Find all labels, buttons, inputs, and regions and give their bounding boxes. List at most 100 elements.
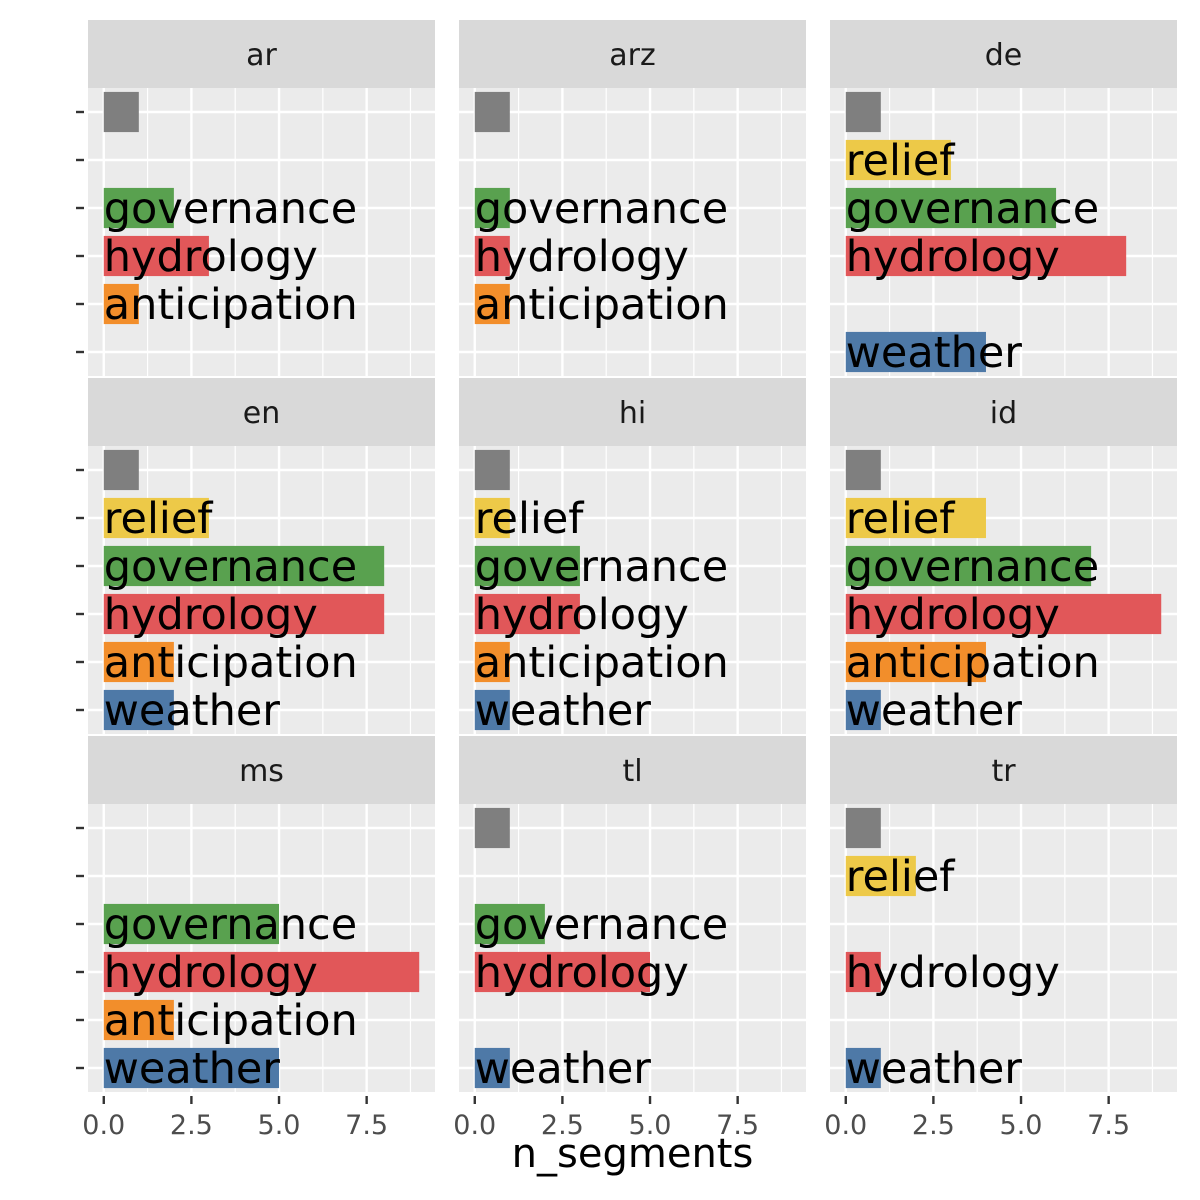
bar-label-weather: weather [475, 1044, 652, 1094]
facet-label: hi [619, 396, 646, 431]
bar-hydrology [474, 235, 510, 277]
facet-strip [88, 378, 435, 446]
panel-id: id weatheranticipationhydrologygovernance… [830, 378, 1177, 736]
bar-hydrology [103, 593, 385, 635]
bar-unlabeled [474, 449, 510, 491]
bar-governance [845, 545, 1092, 587]
bar-label-anticipation: anticipation [846, 638, 1100, 688]
facet-label: tr [991, 754, 1016, 789]
bar-label-relief: relief [846, 494, 956, 544]
bar-unlabeled [845, 807, 881, 849]
bar-label-anticipation: anticipation [104, 638, 358, 688]
facet-label: ms [239, 754, 284, 789]
facet-label: en [243, 396, 280, 431]
bar-relief [474, 497, 510, 539]
bar-weather [474, 689, 510, 731]
x-tick-label: 7.5 [345, 1110, 388, 1141]
facet-label: tl [622, 754, 642, 789]
bar-relief [845, 139, 951, 181]
bar-label-anticipation: anticipation [104, 280, 358, 330]
facet-strip [88, 20, 435, 88]
facet-strip [459, 736, 806, 804]
facet-strip [830, 378, 1177, 446]
bar-governance [103, 187, 174, 229]
bar-anticipation [103, 641, 174, 683]
x-tick-label: 0.0 [824, 1110, 867, 1141]
x-tick-label: 7.5 [1087, 1110, 1130, 1141]
panel-background [830, 88, 1177, 376]
bar-weather [103, 689, 174, 731]
bar-label-hydrology: hydrology [475, 590, 689, 640]
x-tick-label: 2.5 [912, 1110, 955, 1141]
bar-label-weather: weather [846, 686, 1023, 736]
bar-weather [845, 1047, 881, 1089]
panel-background [88, 804, 435, 1092]
bar-hydrology [474, 593, 580, 635]
bar-label-hydrology: hydrology [846, 590, 1060, 640]
bar-hydrology [845, 951, 881, 993]
bar-unlabeled [474, 91, 510, 133]
x-tick-label: 5.0 [258, 1110, 301, 1141]
bar-label-hydrology: hydrology [475, 948, 689, 998]
bar-label-governance: governance [846, 184, 1099, 234]
bar-hydrology [474, 951, 651, 993]
bar-unlabeled [103, 449, 139, 491]
bar-label-hydrology: hydrology [846, 232, 1060, 282]
bar-label-weather: weather [846, 1044, 1023, 1094]
bar-relief [845, 855, 916, 897]
facet-label: id [990, 396, 1017, 431]
bar-label-anticipation: anticipation [475, 638, 729, 688]
x-tick-label: 0.0 [82, 1110, 125, 1141]
facet-strip [830, 736, 1177, 804]
bar-label-governance: governance [475, 900, 728, 950]
panel-tr: tr weather hydrology relief 0.0 2.5 5.0 7.5 [824, 736, 1177, 1141]
x-tick-label: 7.5 [716, 1110, 759, 1141]
bar-relief [103, 497, 209, 539]
panel-background [459, 446, 806, 734]
bar-label-relief: relief [104, 494, 214, 544]
bar-governance [103, 903, 280, 945]
bar-weather [845, 689, 881, 731]
bar-anticipation [474, 283, 510, 325]
panel-en: en weatheranticipationhydrologygovernance… [76, 378, 435, 736]
panel-background [459, 804, 806, 1092]
bar-label-governance: governance [846, 542, 1099, 592]
bar-label-hydrology: hydrology [846, 948, 1060, 998]
x-tick-label: 0.0 [453, 1110, 496, 1141]
bar-label-relief: relief [475, 494, 585, 544]
bar-label-weather: weather [846, 328, 1023, 378]
bar-label-weather: weather [475, 686, 652, 736]
bar-unlabeled [845, 91, 881, 133]
facet-label: arz [609, 38, 655, 73]
x-tick-label: 2.5 [170, 1110, 213, 1141]
x-axis-title: n_segments [512, 1131, 754, 1177]
bar-label-relief: relief [846, 852, 956, 902]
panel-background [88, 446, 435, 734]
bar-label-hydrology: hydrology [104, 948, 318, 998]
facet-strip [830, 20, 1177, 88]
x-tick-label: 5.0 [1000, 1110, 1043, 1141]
bar-label-governance: governance [104, 542, 357, 592]
facet-label: ar [246, 38, 277, 73]
panel-hi: hi weatheranticipationhydrologygovernance… [459, 378, 806, 736]
bar-anticipation [845, 641, 986, 683]
panel-background [830, 446, 1177, 734]
bar-label-governance: governance [104, 900, 357, 950]
panel-ms: ms weatheranticipationhydrologygovernance… [76, 736, 435, 1141]
bar-label-governance: governance [475, 184, 728, 234]
bar-governance [103, 545, 385, 587]
panel-background [88, 88, 435, 376]
bar-weather [474, 1047, 510, 1089]
bar-unlabeled [103, 91, 139, 133]
bar-anticipation [474, 641, 510, 683]
bar-label-hydrology: hydrology [104, 232, 318, 282]
facet-label: de [985, 38, 1023, 73]
bar-governance [845, 187, 1057, 229]
facet-strip [88, 736, 435, 804]
bar-label-weather: weather [104, 686, 281, 736]
